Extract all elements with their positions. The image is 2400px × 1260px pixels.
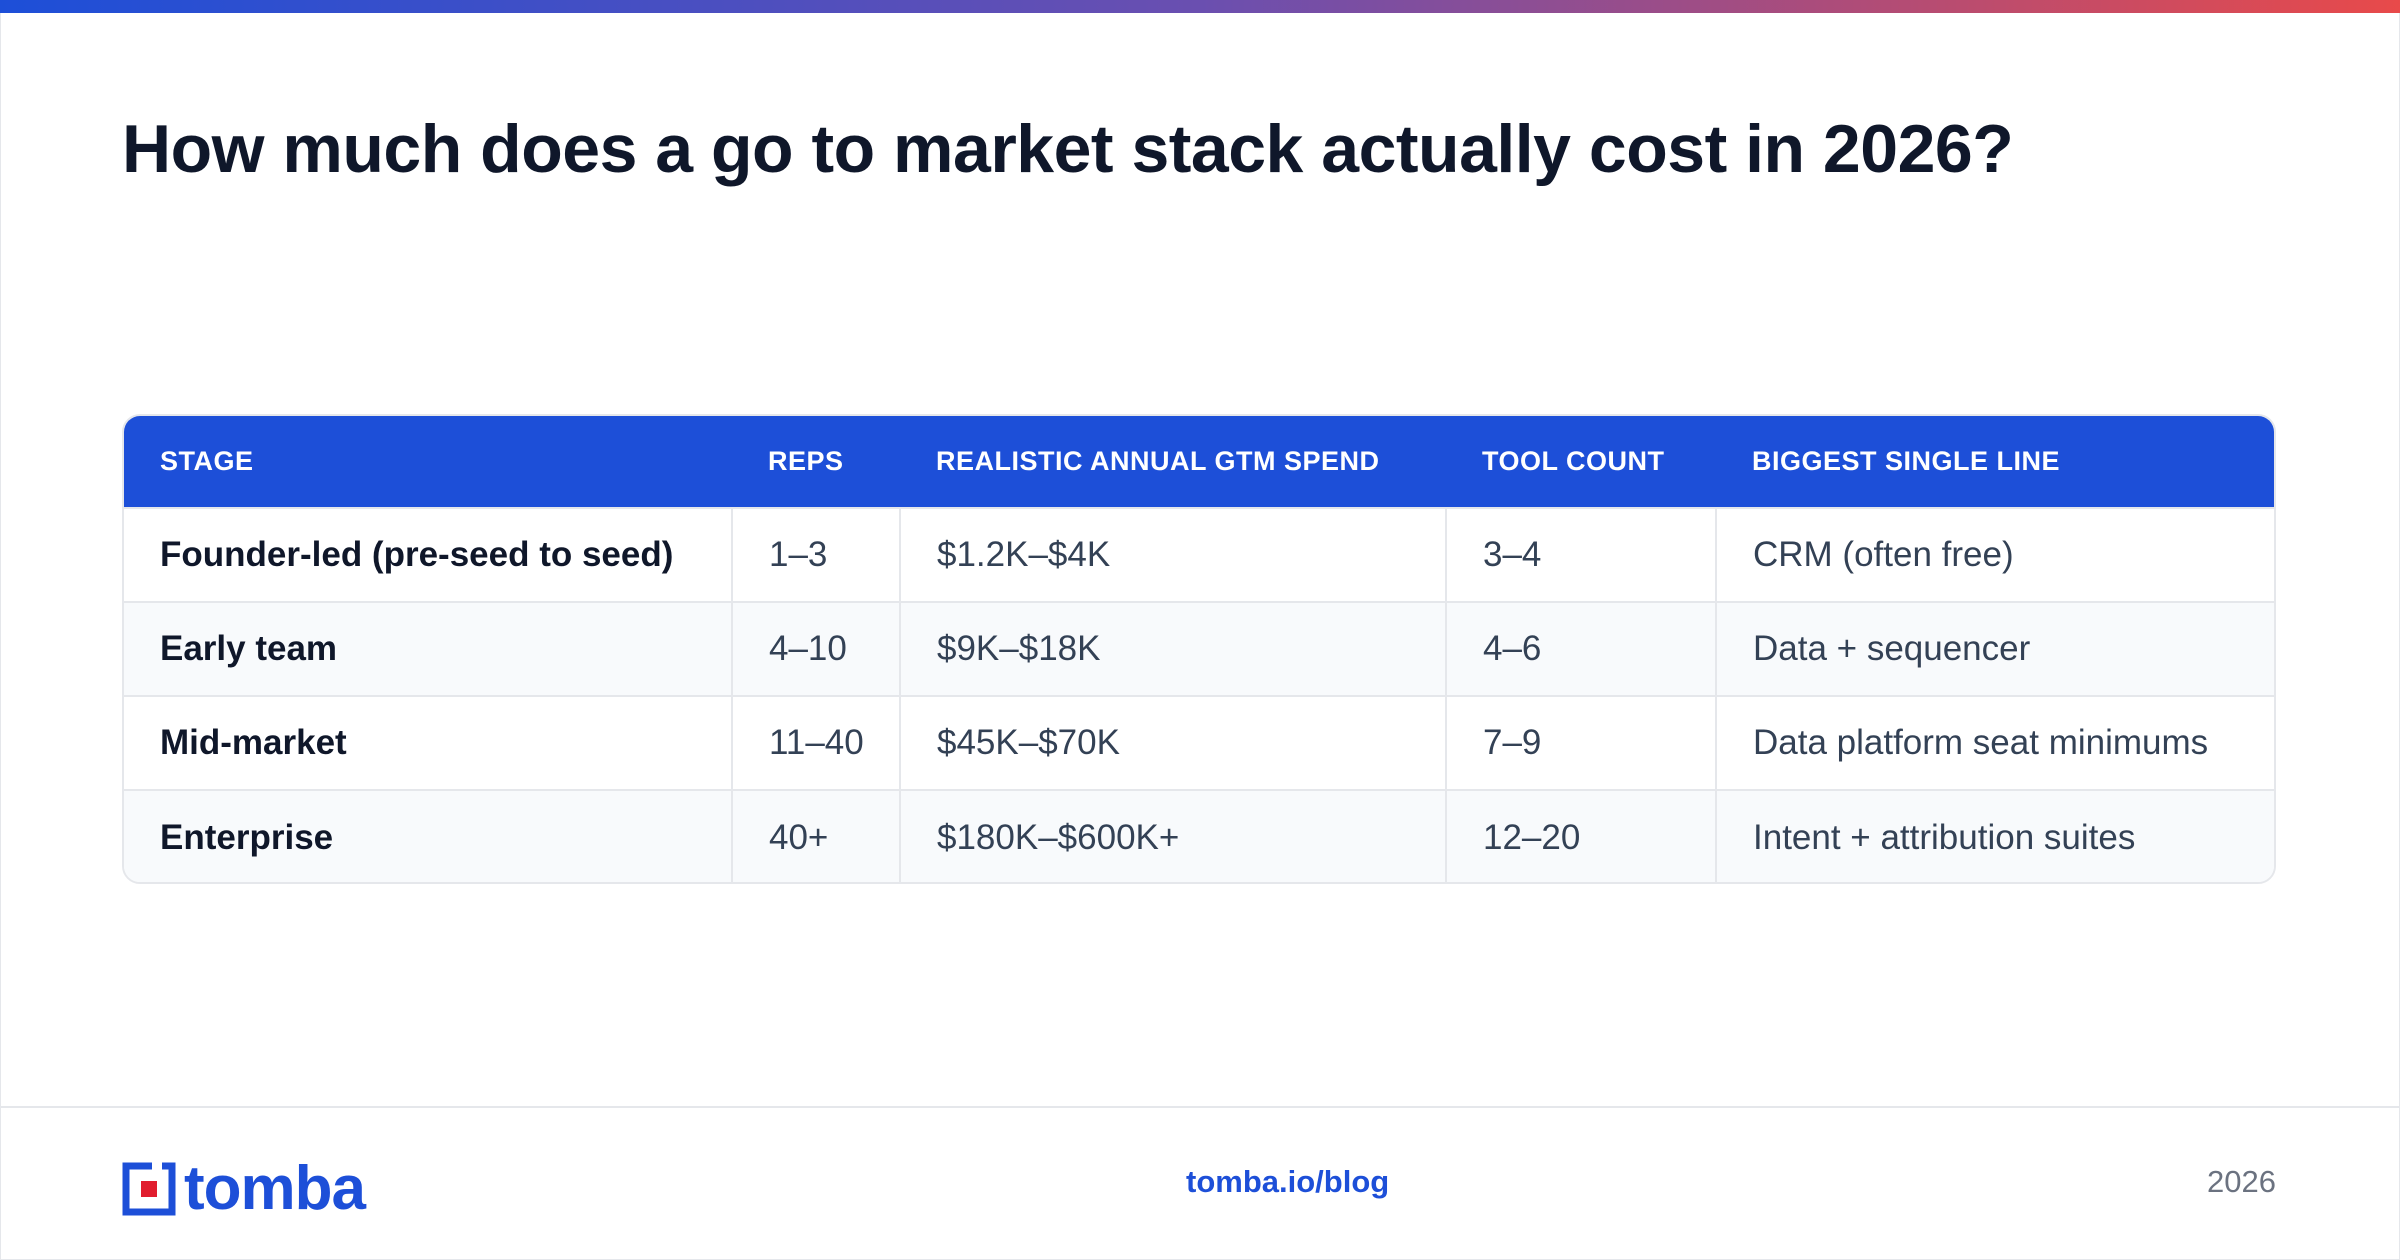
table-header-row: STAGE REPS REALISTIC ANNUAL GTM SPEND TO… bbox=[124, 416, 2274, 508]
column-header-spend: REALISTIC ANNUAL GTM SPEND bbox=[936, 446, 1380, 476]
cell-tool-count: 12–20 bbox=[1445, 790, 1716, 882]
cell-biggest-line: Data platform seat minimums bbox=[1715, 696, 2274, 790]
table-row: Enterprise 40+ $180K–$600K+ 12–20 Intent… bbox=[124, 790, 2274, 882]
cell-biggest-line: Intent + attribution suites bbox=[1715, 790, 2274, 882]
cost-table: STAGE REPS REALISTIC ANNUAL GTM SPEND TO… bbox=[122, 414, 2276, 884]
cell-spend: $180K–$600K+ bbox=[899, 790, 1446, 882]
table-row: Early team 4–10 $9K–$18K 4–6 Data + sequ… bbox=[124, 602, 2274, 696]
cell-biggest-line: Data + sequencer bbox=[1715, 602, 2274, 696]
footer-divider bbox=[0, 1106, 2400, 1108]
cell-spend: $45K–$70K bbox=[899, 696, 1446, 790]
cell-reps: 40+ bbox=[731, 790, 900, 882]
column-header-reps: REPS bbox=[768, 446, 844, 476]
cell-tool-count: 4–6 bbox=[1445, 602, 1716, 696]
cell-stage: Enterprise bbox=[160, 817, 334, 857]
top-gradient-bar bbox=[0, 0, 2400, 13]
table-row: Founder-led (pre-seed to seed) 1–3 $1.2K… bbox=[124, 508, 2274, 602]
cell-reps: 4–10 bbox=[731, 602, 900, 696]
column-header-biggest-line: BIGGEST SINGLE LINE bbox=[1752, 446, 2061, 476]
cell-tool-count: 3–4 bbox=[1445, 508, 1716, 602]
cell-reps: 1–3 bbox=[731, 508, 900, 602]
logo-wordmark: tomba bbox=[184, 1154, 366, 1223]
blog-link[interactable]: tomba.io/blog bbox=[1186, 1164, 1390, 1199]
cell-stage: Early team bbox=[160, 629, 338, 668]
tomba-logo: tomba bbox=[122, 1154, 366, 1223]
cell-stage: Mid-market bbox=[160, 723, 347, 762]
tomba-logo-icon bbox=[122, 1162, 176, 1216]
cell-stage: Founder-led (pre-seed to seed) bbox=[160, 535, 674, 574]
column-header-stage: STAGE bbox=[160, 446, 254, 476]
cell-spend: $1.2K–$4K bbox=[899, 508, 1446, 602]
cell-spend: $9K–$18K bbox=[899, 602, 1446, 696]
cell-biggest-line: CRM (often free) bbox=[1715, 508, 2274, 602]
table-row: Mid-market 11–40 $45K–$70K 7–9 Data plat… bbox=[124, 696, 2274, 790]
page-title: How much does a go to market stack actua… bbox=[122, 111, 2014, 187]
footer-year: 2026 bbox=[2207, 1164, 2276, 1199]
cell-reps: 11–40 bbox=[731, 696, 900, 790]
column-header-tool-count: TOOL COUNT bbox=[1482, 446, 1665, 476]
cell-tool-count: 7–9 bbox=[1445, 696, 1716, 790]
